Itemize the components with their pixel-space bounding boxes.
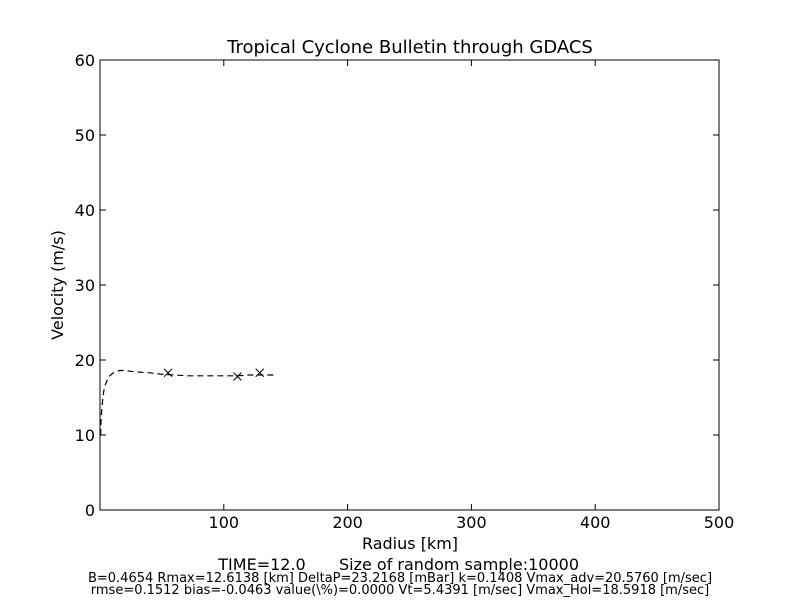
y-tick-label: 10 <box>75 426 95 445</box>
x-axis-label: Radius [km] <box>362 534 458 553</box>
chart-title: Tropical Cyclone Bulletin through GDACS <box>226 37 593 58</box>
x-tick-label: 300 <box>456 513 487 532</box>
observation-marker <box>233 372 242 381</box>
observation-marker <box>163 368 173 378</box>
footer-statistics: rmse=0.1512 bias=-0.0463 value(\%)=0.000… <box>91 583 709 598</box>
x-tick-label: 400 <box>580 513 611 532</box>
plot-frame <box>99 59 720 511</box>
series-layer <box>100 368 276 436</box>
x-tick-label: 100 <box>209 513 240 532</box>
x-tick-label: 500 <box>704 513 735 532</box>
footer-time: TIME=12.0 <box>217 555 305 574</box>
y-tick-label: 0 <box>85 501 95 520</box>
y-tick-label: 60 <box>75 51 95 70</box>
y-tick-label: 20 <box>75 351 95 370</box>
x-tick-label: 200 <box>332 513 363 532</box>
axis-ticks <box>100 59 720 511</box>
y-tick-label: 30 <box>75 276 95 295</box>
footer-parameters: B=0.4654 Rmax=12.6138 [km] DeltaP=23.216… <box>88 571 712 586</box>
y-axis-label: Velocity (m/s) <box>48 230 67 340</box>
y-tick-label: 50 <box>75 126 95 145</box>
observation-marker <box>255 368 265 378</box>
axis-tick-labels: 100 200 300 400 500 0 10 20 30 40 50 60 <box>75 51 735 532</box>
y-tick-label: 40 <box>75 201 95 220</box>
footer-sample-size: Size of random sample:10000 <box>339 555 579 574</box>
plot-area: 100 200 300 400 500 0 10 20 30 40 50 60 <box>75 51 735 532</box>
